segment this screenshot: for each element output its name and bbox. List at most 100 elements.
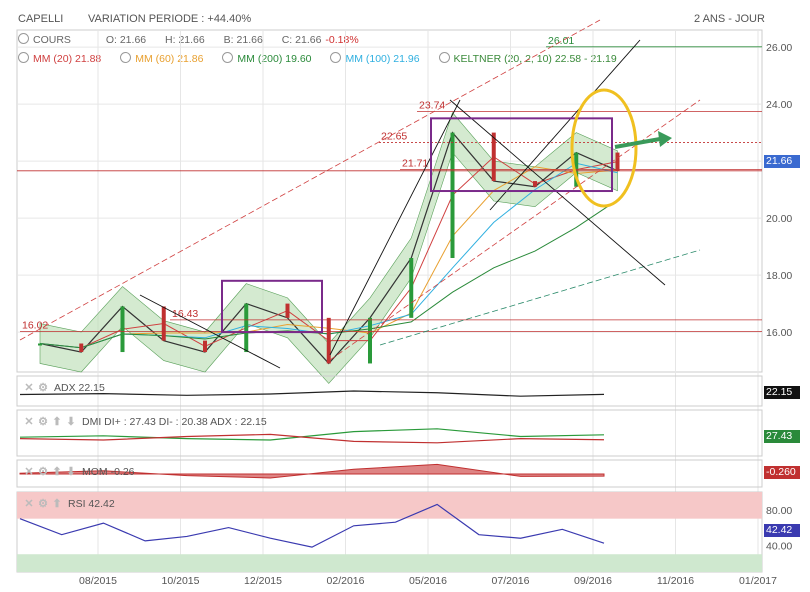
price-candle — [533, 181, 537, 187]
arrow-up-icon[interactable]: ⬆ — [52, 466, 62, 478]
variation-periode: VARIATION PERIODE : +44.40% — [88, 13, 252, 25]
mm60-label[interactable]: MM (60) 21.86 — [135, 53, 204, 65]
x-tick-label: 09/2016 — [574, 575, 612, 587]
price-candle — [450, 132, 455, 258]
x-tick-label: 01/2017 — [739, 575, 777, 587]
open-value: O: 21.66 — [105, 34, 147, 46]
trendline-black — [489, 39, 641, 211]
gear-icon[interactable]: ⚙ — [38, 382, 48, 394]
x-tick-label: 02/2016 — [327, 575, 365, 587]
price-candle — [285, 303, 290, 318]
gear-icon[interactable]: ⚙ — [38, 466, 48, 478]
price-candle — [326, 317, 331, 364]
price-candle — [203, 340, 207, 353]
trendline-black — [139, 294, 281, 369]
rsi-tick-label: 80.00 — [766, 505, 792, 517]
price-candle — [244, 303, 249, 353]
close-value: C: 21.66 — [281, 34, 322, 46]
gear-icon[interactable] — [18, 33, 29, 44]
legend-row-cours: COURS O: 21.66 H: 21.66 B: 21.66 C: 21.6… — [18, 33, 363, 46]
gear-icon[interactable] — [330, 52, 342, 63]
close-icon[interactable]: ✕ — [24, 382, 34, 394]
y-tick-label: 16.00 — [766, 327, 792, 339]
dmi-plus-line — [19, 428, 605, 441]
adx-panel-header: ✕ ⚙ ADX 22.15 — [22, 381, 105, 394]
mm100-label[interactable]: MM (100) 21.96 — [345, 53, 420, 65]
period-label[interactable]: 2 ANS - JOUR — [694, 13, 765, 25]
consolidation-box — [221, 279, 323, 334]
arrow-down-icon[interactable]: ⬇ — [66, 416, 76, 428]
gear-icon[interactable] — [18, 52, 29, 63]
x-tick-label: 08/2015 — [79, 575, 117, 587]
price-candle — [38, 343, 42, 346]
price-candle — [409, 258, 414, 318]
mom-area — [19, 463, 605, 479]
rsi-tick-label: 40.00 — [766, 540, 792, 552]
arrow-up-icon[interactable]: ⬆ — [52, 416, 62, 428]
gear-icon[interactable] — [438, 52, 450, 63]
trendline-lower — [329, 99, 701, 361]
keltner-label[interactable]: KELTNER (20, 2, 10) 22.58 - 21.19 — [453, 53, 617, 65]
adx-line — [19, 390, 605, 397]
x-tick-label: 11/2016 — [657, 575, 694, 587]
rsi-oversold-zone — [17, 554, 762, 572]
arrow-down-icon[interactable]: ⬇ — [66, 466, 76, 478]
adx-badge: 22.15 — [764, 386, 800, 399]
arrow-up-icon[interactable]: ⬆ — [52, 498, 62, 510]
gear-icon[interactable]: ⚙ — [38, 416, 48, 428]
rsi-label: RSI 42.42 — [68, 498, 115, 510]
price-panel-frame — [16, 29, 763, 373]
level-label: 22.65 — [381, 131, 407, 143]
last-price-badge: 21.66 — [764, 155, 800, 168]
highlight-ellipse — [570, 88, 638, 208]
dmi-badge: 27.43 — [764, 430, 800, 443]
mm20-label[interactable]: MM (20) 21.88 — [33, 53, 102, 65]
price-candle — [491, 132, 496, 182]
y-tick-label: 24.00 — [766, 99, 792, 111]
rsi-overbought-zone — [17, 492, 762, 519]
rsi-line — [19, 503, 605, 548]
arrow-head — [658, 131, 672, 147]
dmi-panel-header: ✕ ⚙ ⬆ ⬇ DMI DI+ : 27.43 DI- : 20.38 ADX : 22… — [22, 415, 267, 428]
mom-panel-frame — [16, 459, 763, 488]
level-label: 26.01 — [548, 35, 574, 47]
mom-label: MOM -0.26 — [82, 466, 135, 478]
gear-icon[interactable] — [222, 52, 234, 63]
y-tick-label: 26.00 — [766, 42, 792, 54]
keltner-band — [39, 112, 618, 384]
x-tick-label: 12/2015 — [244, 575, 282, 587]
trendline-black — [329, 99, 461, 356]
high-value: H: 21.66 — [165, 34, 205, 46]
instrument-name: CAPELLI — [18, 13, 64, 25]
price-candle — [615, 152, 620, 171]
level-label: 16.43 — [172, 308, 198, 320]
dmi-minus-line — [19, 433, 605, 444]
rsi-panel-header: ✕ ⚙ ⬆ RSI 42.42 — [22, 497, 115, 510]
x-tick-label: 07/2016 — [492, 575, 530, 587]
rsi-badge: 42.42 — [764, 524, 800, 537]
level-label: 21.71 — [402, 157, 428, 169]
price-candle — [161, 306, 166, 341]
close-icon[interactable]: ✕ — [24, 498, 34, 510]
level-label: 23.74 — [419, 100, 445, 112]
y-tick-label: 18.00 — [766, 270, 792, 282]
price-candle — [120, 306, 125, 353]
arrow-shaft — [614, 137, 661, 149]
gear-icon[interactable] — [120, 52, 132, 63]
adx-label: ADX 22.15 — [54, 382, 105, 394]
consolidation-box — [430, 117, 613, 193]
gear-icon[interactable]: ⚙ — [38, 498, 48, 510]
close-icon[interactable]: ✕ — [24, 466, 34, 478]
dmi-label: DMI DI+ : 27.43 DI- : 20.38 ADX : 22.15 — [82, 416, 267, 428]
change-value: -0.18% — [325, 34, 359, 46]
price-candle — [368, 317, 372, 364]
mm200-label[interactable]: MM (200) 19.60 — [237, 53, 312, 65]
close-icon[interactable]: ✕ — [24, 416, 34, 428]
mom-panel-header: ✕ ⚙ ⬆ ⬇ MOM -0.26 — [22, 465, 135, 478]
adx-panel-frame — [16, 375, 763, 407]
trendline-upper — [19, 19, 601, 341]
price-candle — [79, 343, 84, 353]
trendline-black — [449, 99, 666, 286]
dmi-panel-frame — [16, 409, 763, 457]
